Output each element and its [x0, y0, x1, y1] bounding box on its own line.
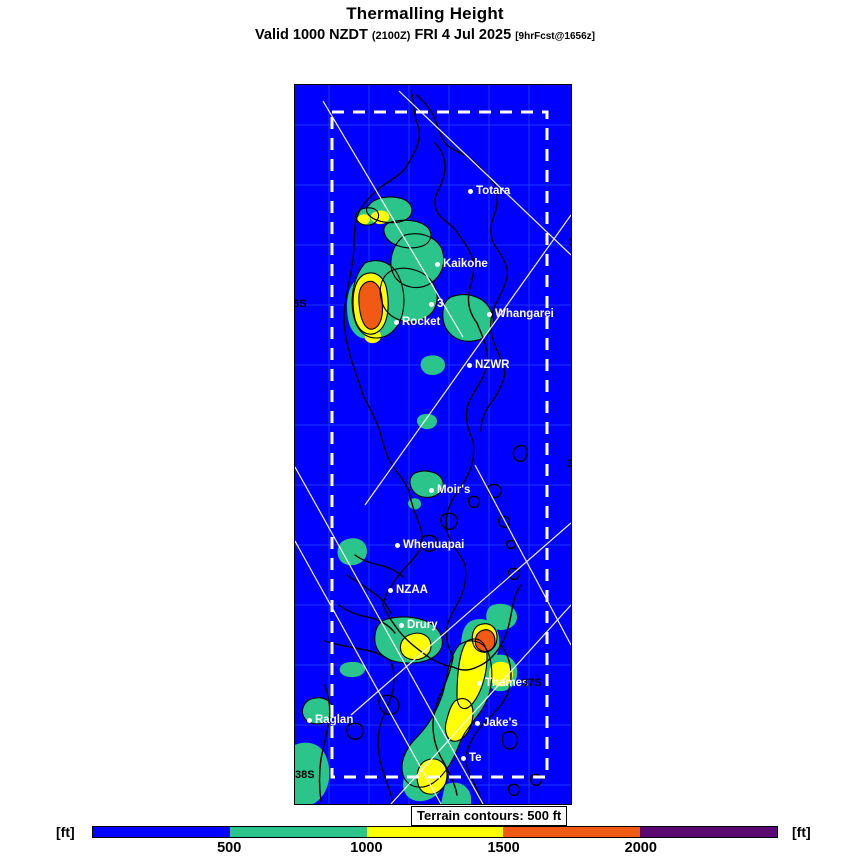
subtitle-valid: Valid 1000 NZDT — [255, 27, 368, 43]
graticule-label: 36S — [567, 458, 571, 470]
subtitle-forecast-stamp: [9hrFcst@1656z] — [515, 31, 595, 42]
colorbar-band-0 — [93, 827, 230, 837]
subtitle: Valid 1000 NZDT (2100Z) FRI 4 Jul 2025 [… — [0, 27, 850, 43]
domain-box — [330, 110, 549, 779]
colorbar-band-500 — [229, 827, 367, 837]
colorbar-row: [ft] [ft] 500 1000 1500 2000 — [0, 824, 850, 860]
map-canvas — [295, 85, 571, 804]
graticule-label: 37S — [522, 677, 542, 689]
terrain-contours-legend: Terrain contours: 500 ft — [411, 806, 568, 826]
colorbar-tick-500: 500 — [217, 840, 242, 856]
colorbar-band-1000 — [366, 827, 504, 837]
page-title: Thermalling Height — [346, 4, 504, 23]
colorbar-ticks: 500 1000 1500 2000 — [92, 840, 778, 860]
graticule-label: 36S — [294, 298, 307, 310]
units-label-left: [ft] — [56, 824, 75, 840]
graticule-grid — [295, 85, 571, 804]
colorbar-tick-1000: 1000 — [350, 840, 383, 856]
graticule-label: 35S — [569, 237, 571, 249]
colorbar-tick-2000: 2000 — [624, 840, 657, 856]
colorbar-band-2000 — [640, 827, 777, 837]
subtitle-utc: (2100Z) — [371, 30, 411, 42]
colorbar-tick-1500: 1500 — [487, 840, 520, 856]
colorbar-band-1500 — [503, 827, 641, 837]
units-label-right: [ft] — [792, 824, 811, 840]
route-lines — [295, 90, 571, 804]
graticule-label: 38S — [295, 769, 315, 781]
colorbar[interactable] — [92, 826, 778, 838]
forecast-map[interactable]: 173E 35S 36S 36S 37S 38S Totara Kaikohe … — [294, 84, 572, 805]
coastline — [318, 90, 543, 804]
subtitle-date: FRI 4 Jul 2025 — [414, 27, 512, 43]
thermal-band-1500 — [358, 281, 495, 652]
graticule-label: 173E — [390, 84, 416, 85]
